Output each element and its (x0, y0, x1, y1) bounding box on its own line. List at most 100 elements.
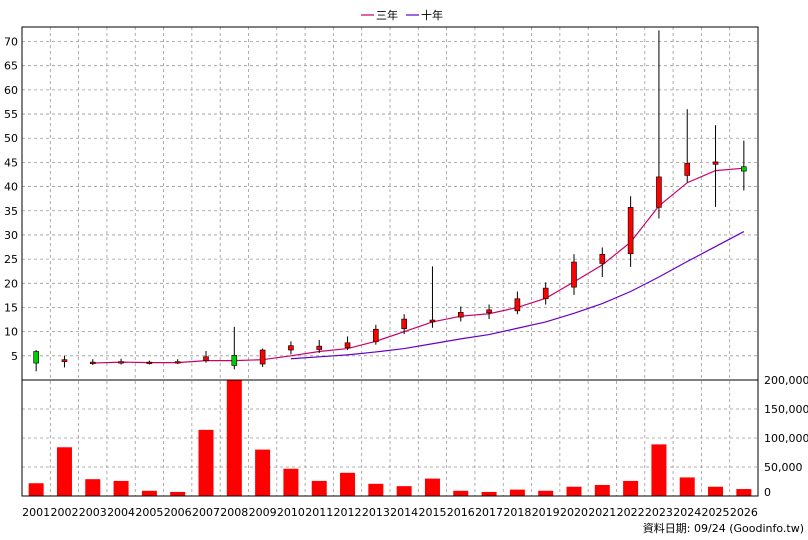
x-tick-label: 2007 (192, 506, 220, 519)
x-tick-label: 2008 (220, 506, 248, 519)
price-tick-label: 45 (4, 156, 18, 169)
volume-bar (170, 491, 186, 496)
price-tick-label: 25 (4, 253, 18, 266)
price-tick-label: 65 (4, 60, 18, 73)
volume-bar (396, 486, 412, 496)
candle-body (741, 166, 747, 172)
price-tick-label: 10 (4, 326, 18, 339)
candle (203, 350, 209, 363)
candles (33, 30, 747, 372)
candle (174, 359, 181, 365)
candle (231, 326, 238, 370)
x-tick-label: 2001 (22, 506, 50, 519)
ma3-line (92, 167, 744, 364)
candle (344, 336, 351, 351)
candle (373, 324, 379, 345)
volume-bar (141, 490, 157, 496)
candle-body (259, 349, 266, 365)
x-tick-label: 2017 (475, 506, 503, 519)
volume-bar (679, 477, 695, 496)
plot-frame (21, 26, 759, 497)
candle (89, 359, 96, 366)
candle-body (571, 261, 577, 288)
x-tick-label: 2014 (390, 506, 418, 519)
candle-body (429, 319, 436, 323)
price-tick-label: 20 (4, 277, 18, 290)
candle-body (174, 361, 181, 364)
candle (316, 339, 323, 353)
price-axis: 5 10 15 20 25 30 35 40 45 50 55 60 65 70 (4, 36, 18, 363)
candle (599, 247, 606, 278)
x-tick-label: 2010 (277, 506, 305, 519)
candle-body (486, 309, 492, 314)
candle (118, 358, 124, 365)
candle-body (684, 163, 691, 176)
x-tick-label: 2022 (617, 506, 645, 519)
candle-body (344, 342, 351, 348)
price-tick-label: 40 (4, 181, 18, 194)
legend-label-ma10: 十年 (421, 8, 443, 22)
x-axis: 2001 2002 2003 2004 2005 2006 2007 2008 2009 2010… (22, 506, 758, 519)
candle-body (61, 359, 68, 362)
candle (741, 140, 747, 191)
candle-body (373, 328, 379, 343)
candle-body (146, 361, 153, 364)
volume-bar (651, 444, 667, 496)
candle-body (599, 253, 606, 264)
x-tick-label: 2026 (730, 506, 758, 519)
candle-body (712, 161, 719, 165)
volume-bar (113, 480, 129, 496)
candle-body (288, 345, 294, 351)
candle (259, 348, 266, 367)
candle (486, 304, 492, 320)
x-tick-label: 2019 (532, 506, 560, 519)
candle-body (316, 345, 323, 350)
candle (429, 266, 436, 328)
x-tick-label: 2024 (673, 506, 701, 519)
x-tick-label: 2006 (164, 506, 192, 519)
volume-tick-label: 50,000 (764, 461, 803, 474)
volume-bar (56, 447, 72, 496)
x-tick-label: 2020 (560, 506, 588, 519)
volume-tick-label: 150,000 (764, 403, 808, 416)
candle (288, 341, 294, 355)
volume-bar (623, 480, 639, 496)
x-tick-label: 2011 (305, 506, 333, 519)
candle-body (627, 207, 634, 255)
volume-bar (368, 483, 384, 496)
candle (146, 360, 153, 365)
price-tick-label: 5 (11, 350, 18, 363)
candle (33, 350, 39, 372)
x-tick-label: 2025 (702, 506, 730, 519)
candle (401, 314, 407, 335)
price-tick-label: 15 (4, 301, 18, 314)
x-tick-label: 2003 (79, 506, 107, 519)
volume-bar (566, 486, 582, 496)
candle-body (656, 176, 662, 208)
candle (457, 306, 464, 322)
volume-bar (311, 480, 327, 496)
volume-bar (424, 478, 440, 496)
volume-tick-label: 200,000 (764, 374, 808, 387)
candle (627, 196, 634, 267)
candle-body (203, 356, 209, 361)
x-tick-label: 2023 (645, 506, 673, 519)
x-tick-label: 2002 (50, 506, 78, 519)
grid (22, 27, 758, 496)
chart-legend: 三年 十年 (361, 8, 443, 22)
price-tick-label: 60 (4, 84, 18, 97)
volume-bar (340, 472, 356, 496)
candle-body (89, 361, 96, 364)
candle-body (514, 298, 521, 312)
price-tick-label: 30 (4, 229, 18, 242)
x-tick-label: 2012 (334, 506, 362, 519)
candle-body (231, 355, 238, 366)
x-tick-label: 2009 (249, 506, 277, 519)
x-tick-label: 2004 (107, 506, 135, 519)
volume-bar (736, 489, 752, 496)
volume-bar (28, 483, 44, 496)
candle (61, 355, 68, 368)
volume-bar (538, 490, 554, 496)
candle-body (542, 287, 549, 300)
